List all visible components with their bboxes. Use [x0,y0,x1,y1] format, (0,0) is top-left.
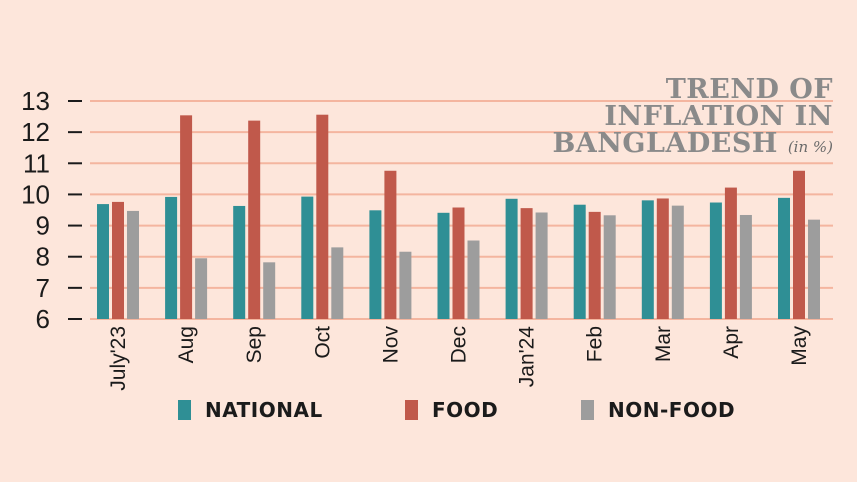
legend-item-food: FOOD [405,398,498,422]
bar-national-2 [233,205,246,319]
title-line-2: INFLATION IN [604,101,833,132]
y-tick-label-7: 7 [36,273,50,303]
x-tick-label-9: Apr [720,326,743,359]
x-axis-labels: July'23 Aug Sep Oct Nov Dec Jan'24 Feb Mar Apr May [107,326,811,391]
title-line-3-text: BANGLADESH [552,128,778,159]
bar-food-10 [793,170,805,319]
title-unit: (in %) [787,138,833,156]
y-tick-label-6: 6 [36,304,50,334]
x-tick-label-1: Aug [175,326,198,363]
bar-national-9 [709,202,722,319]
y-tick-label-13: 13 [21,86,50,116]
bar-national-0 [97,204,109,319]
bar-national-5 [437,212,450,319]
x-tick-label-4: Nov [379,326,402,364]
y-tick-label-11: 11 [23,148,50,178]
bar-non-food-3 [331,247,344,319]
bar-national-6 [505,198,518,319]
legend-swatch-non-food [581,400,594,420]
legend: NATIONAL FOOD NON-FOOD [0,398,857,428]
title-line-3: BANGLADESH (in %) [552,130,833,161]
x-tick-label-7: Feb [584,326,607,362]
bar-non-food-2 [263,262,276,319]
legend-item-non-food: NON-FOOD [581,398,735,422]
y-tick-label-10: 10 [21,179,50,209]
x-tick-label-0: July'23 [107,326,130,391]
bar-food-4 [384,170,397,319]
x-tick-label-2: Sep [243,326,266,363]
bar-food-2 [248,120,261,320]
bar-non-food-0 [127,210,139,319]
legend-swatch-food [405,400,418,420]
bar-food-3 [316,114,329,320]
bar-food-5 [452,207,465,319]
title-line-1: TREND OF [665,74,833,105]
legend-item-national: NATIONAL [178,398,323,422]
bar-food-0 [112,201,124,319]
bar-national-3 [301,196,314,319]
legend-label-national: NATIONAL [205,398,323,422]
legend-label-non-food: NON-FOOD [608,398,736,422]
bar-non-food-4 [399,251,412,319]
x-tick-label-5: Dec [448,326,471,363]
bar-food-1 [180,115,193,319]
bar-non-food-9 [739,214,752,319]
bar-non-food-7 [603,215,616,319]
bar-national-10 [778,197,790,319]
bar-national-7 [573,204,586,319]
legend-swatch-national [178,400,191,420]
x-tick-label-6: Jan'24 [516,326,539,388]
bar-non-food-5 [467,240,480,319]
chart-title: TREND OF INFLATION IN BANGLADESH (in %) [552,76,833,161]
bar-national-8 [641,200,654,319]
bar-non-food-6 [535,212,548,319]
bar-food-7 [588,211,601,319]
x-tick-label-8: Mar [652,326,675,362]
bar-national-1 [165,196,178,319]
bar-food-6 [520,208,533,319]
bar-non-food-10 [808,219,820,319]
y-tick-label-8: 8 [36,242,50,272]
bar-non-food-8 [671,205,684,319]
bar-national-4 [369,210,382,319]
bar-non-food-1 [195,258,208,319]
y-tick-label-12: 12 [21,117,50,147]
x-tick-label-3: Oct [311,326,334,359]
y-tick-label-9: 9 [36,211,50,241]
bars [97,114,820,320]
bar-food-9 [724,187,737,319]
x-tick-label-10: May [788,326,811,366]
legend-label-food: FOOD [432,398,499,422]
bar-food-8 [656,198,669,319]
